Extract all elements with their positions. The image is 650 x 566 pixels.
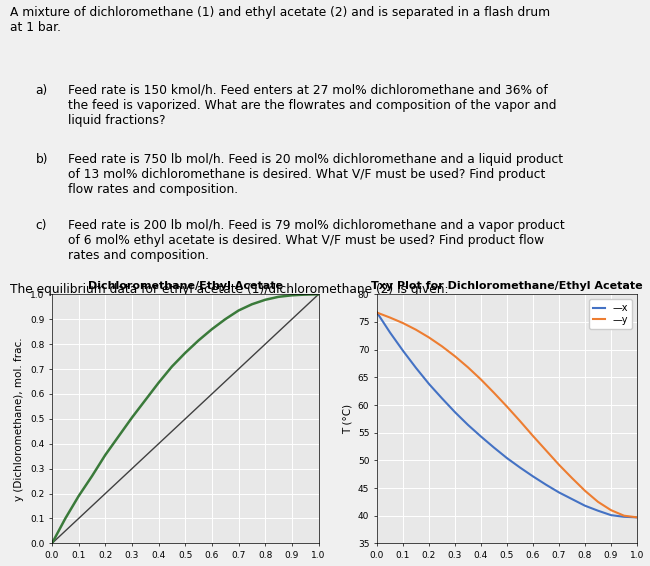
x: [386, 329, 394, 336]
Y-axis label: T (°C): T (°C): [343, 404, 352, 434]
y: [620, 512, 628, 519]
x: [438, 395, 446, 402]
y: [373, 309, 381, 316]
x: [620, 513, 628, 520]
x: [373, 309, 381, 316]
y: [555, 461, 563, 468]
Line: x: x: [377, 312, 637, 517]
y: [477, 376, 485, 383]
y: [399, 320, 407, 327]
x: [581, 503, 589, 509]
x: [477, 433, 485, 440]
x: [490, 444, 498, 451]
y: [516, 418, 524, 424]
y: [581, 487, 589, 494]
Text: The equilibrium data for ethyl acetate (1)/dichloromethane (2) is given:: The equilibrium data for ethyl acetate (…: [10, 284, 448, 297]
x: [412, 365, 420, 371]
Title: Txy Plot for Dichloromethane/Ethyl Acetate: Txy Plot for Dichloromethane/Ethyl Aceta…: [371, 281, 643, 291]
Legend: —x, —y: —x, —y: [590, 299, 632, 329]
Text: c): c): [36, 219, 47, 232]
x: [425, 380, 433, 387]
x: [399, 348, 407, 354]
y: [503, 403, 511, 410]
x: [568, 496, 576, 503]
x: [607, 512, 615, 518]
x: [529, 473, 537, 480]
x: [633, 514, 641, 521]
Y-axis label: y (Dichloromethane), mol. frac.: y (Dichloromethane), mol. frac.: [14, 337, 25, 501]
x: [594, 507, 602, 514]
x: [516, 464, 524, 471]
y: [464, 364, 472, 371]
y: [568, 475, 576, 482]
x: [503, 454, 511, 461]
y: [412, 327, 420, 333]
x: [542, 481, 550, 488]
x: [555, 489, 563, 496]
Line: y: y: [377, 312, 637, 517]
y: [542, 447, 550, 454]
y: [490, 389, 498, 396]
y: [529, 432, 537, 439]
x: [464, 422, 472, 428]
y: [386, 314, 394, 321]
y: [594, 499, 602, 505]
Text: a): a): [36, 84, 48, 97]
Title: Dichloromethane/Ethyl Acetate: Dichloromethane/Ethyl Acetate: [88, 281, 283, 291]
y: [425, 334, 433, 341]
Text: Feed rate is 150 kmol/h. Feed enters at 27 mol% dichloromethane and 36% of
the f: Feed rate is 150 kmol/h. Feed enters at …: [68, 84, 557, 127]
x: [451, 409, 459, 415]
Text: A mixture of dichloromethane (1) and ethyl acetate (2) and is separated in a fla: A mixture of dichloromethane (1) and eth…: [10, 6, 550, 34]
Text: b): b): [36, 153, 48, 166]
Text: Feed rate is 750 lb mol/h. Feed is 20 mol% dichloromethane and a liquid product
: Feed rate is 750 lb mol/h. Feed is 20 mo…: [68, 153, 564, 196]
y: [607, 507, 615, 513]
y: [633, 514, 641, 521]
Text: Feed rate is 200 lb mol/h. Feed is 79 mol% dichloromethane and a vapor product
o: Feed rate is 200 lb mol/h. Feed is 79 mo…: [68, 219, 565, 262]
y: [438, 343, 446, 350]
y: [451, 353, 459, 360]
